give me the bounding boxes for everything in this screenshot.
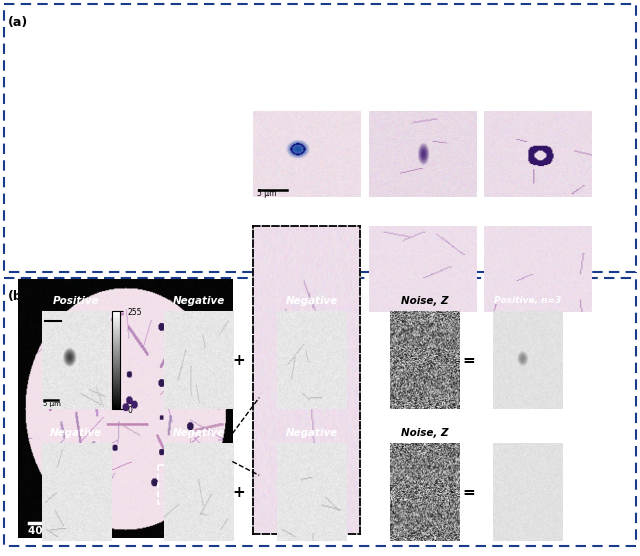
Text: +: +: [345, 353, 358, 368]
Text: Negative, n=3: Negative, n=3: [492, 428, 563, 437]
Text: +: +: [118, 353, 131, 368]
Text: Negative: Negative: [50, 428, 102, 438]
Text: $\frac{1}{3}$: $\frac{1}{3}$: [25, 349, 33, 371]
Text: $\frac{1}{3}$: $\frac{1}{3}$: [148, 349, 156, 371]
Text: (b): (b): [8, 290, 29, 303]
Text: $\frac{1}{3}$: $\frac{1}{3}$: [148, 481, 156, 503]
Text: 40 μm: 40 μm: [28, 526, 64, 536]
Text: =: =: [462, 485, 475, 499]
Bar: [157, 465, 197, 504]
Text: $\frac{1}{3}$: $\frac{1}{3}$: [260, 481, 268, 503]
Text: Noise, Z: Noise, Z: [401, 296, 448, 306]
Text: Negative: Negative: [173, 428, 225, 438]
Text: (a): (a): [8, 16, 28, 29]
Text: $\frac{1}{3}$: $\frac{1}{3}$: [25, 481, 33, 503]
Text: 5 μm: 5 μm: [257, 189, 276, 198]
Text: +: +: [232, 353, 245, 368]
Text: Negative: Negative: [344, 205, 414, 219]
Text: Noise, Z: Noise, Z: [401, 428, 448, 438]
Text: +: +: [118, 485, 131, 499]
Text: =: =: [462, 353, 475, 368]
Text: Positive: Positive: [53, 296, 99, 306]
Text: Negative: Negative: [173, 296, 225, 306]
Text: +: +: [232, 485, 245, 499]
Text: +: +: [345, 485, 358, 499]
Text: Negative: Negative: [285, 428, 338, 438]
Text: $\frac{1}{3}$: $\frac{1}{3}$: [260, 349, 268, 371]
Text: Negative: Negative: [285, 296, 338, 306]
Text: Positive: Positive: [348, 22, 410, 36]
Text: 5 μm: 5 μm: [43, 401, 61, 408]
Text: Positive, n=3: Positive, n=3: [493, 296, 561, 305]
